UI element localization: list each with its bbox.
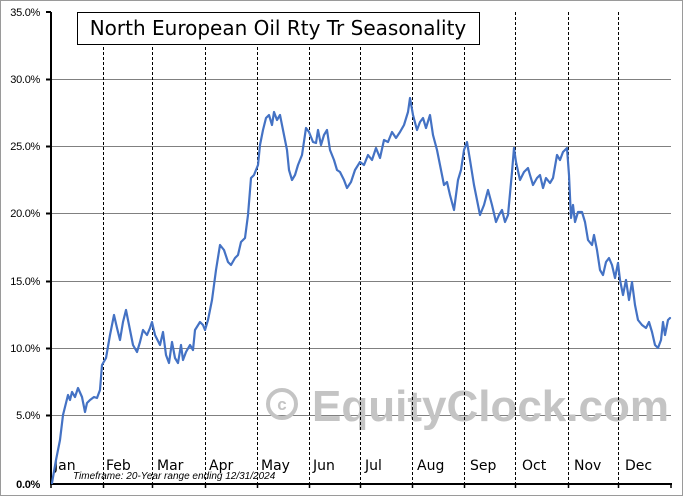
month-separators	[103, 12, 619, 483]
watermark-text: EquityClock.com	[312, 382, 669, 431]
chart-title: North European Oil Rty Tr Seasonality	[90, 16, 467, 40]
month-labels: Jan Feb Mar Apr May Jun Jul Aug Sep Oct …	[53, 458, 652, 474]
month-label-jan: Jan	[53, 458, 76, 474]
horizontal-gridlines	[52, 79, 671, 416]
month-label-aug: Aug	[417, 458, 444, 474]
copyright-icon	[266, 388, 298, 420]
y-tick-label: 35.0%	[10, 7, 40, 19]
month-label-jul: Jul	[364, 458, 382, 474]
month-label-mar: Mar	[157, 458, 184, 474]
month-label-nov: Nov	[574, 458, 601, 474]
y-tick-label: 5.0%	[16, 410, 40, 422]
month-label-may: May	[261, 458, 290, 474]
timeframe-note: Timeframe: 20-Year range ending 12/31/20…	[73, 471, 276, 482]
y-tick-label: 0.0%	[16, 479, 40, 491]
month-label-jun: Jun	[312, 458, 335, 474]
seasonality-line	[50, 96, 672, 485]
y-tick-label: 20.0%	[10, 208, 40, 220]
month-label-sep: Sep	[470, 458, 497, 474]
x-axis-ticks	[50, 484, 672, 488]
y-tick-label: 30.0%	[10, 74, 40, 86]
y-axis-ticks	[46, 11, 51, 417]
watermark: c EquityClock.com	[266, 382, 669, 431]
y-tick-label: 15.0%	[10, 276, 40, 288]
month-label-oct: Oct	[522, 458, 547, 474]
y-tick-label: 10.0%	[10, 343, 40, 355]
y-tick-label: 25.0%	[10, 141, 40, 153]
y-axis-labels: 35.0% 30.0% 25.0% 20.0% 15.0% 10.0% 5.0%…	[10, 7, 41, 491]
month-label-dec: Dec	[625, 458, 652, 474]
chart-title-box: North European Oil Rty Tr Seasonality	[77, 12, 480, 45]
month-label-feb: Feb	[106, 458, 131, 474]
copyright-c-glyph: c	[277, 395, 286, 414]
month-label-apr: Apr	[209, 458, 233, 474]
